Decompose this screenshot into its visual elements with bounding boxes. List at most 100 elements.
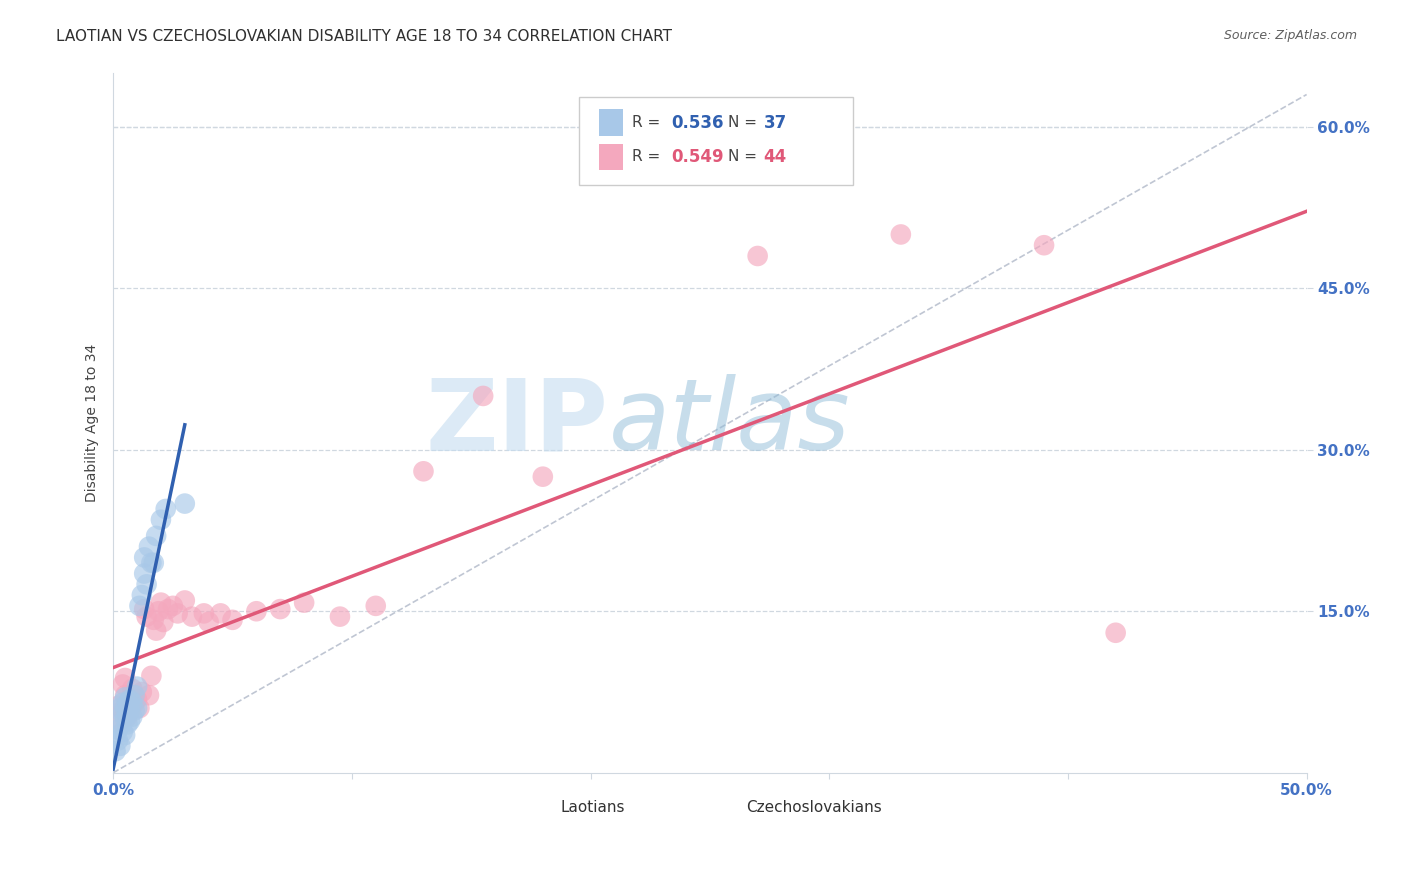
FancyBboxPatch shape: [599, 144, 623, 170]
Point: [118, 692, 141, 706]
Point: [111, 677, 134, 691]
Point: [118, 714, 141, 728]
Point: [107, 698, 129, 713]
Point: [531, 469, 554, 483]
Point: [114, 701, 136, 715]
Point: [149, 596, 172, 610]
Point: [114, 688, 136, 702]
Point: [364, 599, 387, 613]
Point: [1105, 625, 1128, 640]
Point: [173, 593, 195, 607]
Text: LAOTIAN VS CZECHOSLOVAKIAN DISABILITY AGE 18 TO 34 CORRELATION CHART: LAOTIAN VS CZECHOSLOVAKIAN DISABILITY AG…: [56, 29, 672, 44]
Point: [142, 556, 165, 570]
Text: Czechoslovakians: Czechoslovakians: [745, 800, 882, 815]
Point: [209, 607, 232, 621]
Point: [111, 703, 134, 717]
Point: [138, 540, 160, 554]
Text: 0.536: 0.536: [672, 113, 724, 132]
Point: [1033, 238, 1056, 252]
Point: [110, 739, 132, 753]
Point: [110, 717, 132, 731]
FancyBboxPatch shape: [599, 110, 623, 136]
Point: [135, 609, 157, 624]
Text: Source: ZipAtlas.com: Source: ZipAtlas.com: [1223, 29, 1357, 42]
Point: [221, 613, 243, 627]
Point: [181, 609, 204, 624]
Point: [110, 714, 132, 728]
Point: [157, 602, 180, 616]
Point: [173, 497, 195, 511]
Point: [162, 599, 184, 613]
Point: [114, 728, 136, 742]
Text: 44: 44: [763, 148, 787, 166]
Text: N =: N =: [728, 115, 762, 130]
Text: 37: 37: [763, 113, 787, 132]
Point: [118, 703, 141, 717]
Point: [121, 710, 143, 724]
Point: [142, 613, 165, 627]
Point: [412, 464, 434, 478]
Point: [166, 607, 188, 621]
Point: [104, 744, 127, 758]
Text: Laotians: Laotians: [561, 800, 626, 815]
Point: [107, 723, 129, 737]
Point: [125, 701, 148, 715]
Point: [110, 701, 132, 715]
Point: [135, 577, 157, 591]
Point: [131, 588, 153, 602]
Point: [117, 706, 139, 721]
Point: [125, 680, 148, 694]
Point: [114, 671, 136, 685]
Point: [193, 607, 215, 621]
Point: [114, 690, 136, 705]
Point: [117, 710, 139, 724]
Point: [107, 733, 129, 747]
Text: atlas: atlas: [609, 375, 851, 471]
Point: [117, 717, 139, 731]
Point: [138, 688, 160, 702]
Point: [472, 389, 495, 403]
Point: [149, 513, 172, 527]
Point: [197, 615, 219, 629]
Point: [131, 685, 153, 699]
Point: [148, 604, 170, 618]
Y-axis label: Disability Age 18 to 34: Disability Age 18 to 34: [86, 343, 100, 502]
Point: [111, 696, 134, 710]
Point: [128, 701, 150, 715]
Point: [329, 609, 352, 624]
Point: [124, 703, 146, 717]
Text: N =: N =: [728, 150, 762, 164]
Point: [121, 696, 143, 710]
Point: [118, 703, 141, 717]
Point: [117, 696, 139, 710]
Point: [134, 602, 156, 616]
Text: ZIP: ZIP: [426, 375, 609, 471]
Point: [141, 669, 163, 683]
Point: [125, 692, 148, 706]
Point: [141, 556, 163, 570]
Point: [145, 529, 167, 543]
Point: [269, 602, 291, 616]
Point: [134, 566, 156, 581]
Point: [121, 698, 143, 713]
Text: 0.549: 0.549: [672, 148, 724, 166]
FancyBboxPatch shape: [710, 795, 737, 821]
Point: [134, 550, 156, 565]
Point: [121, 681, 143, 696]
Point: [124, 696, 146, 710]
Point: [155, 502, 177, 516]
Text: R =: R =: [633, 115, 665, 130]
Point: [111, 724, 134, 739]
Point: [245, 604, 267, 618]
Point: [890, 227, 912, 242]
Point: [111, 706, 134, 721]
FancyBboxPatch shape: [524, 795, 551, 821]
Point: [128, 599, 150, 613]
Point: [114, 712, 136, 726]
Text: R =: R =: [633, 150, 665, 164]
Point: [145, 624, 167, 638]
Point: [747, 249, 769, 263]
Point: [124, 688, 146, 702]
FancyBboxPatch shape: [579, 97, 853, 185]
Point: [152, 615, 174, 629]
